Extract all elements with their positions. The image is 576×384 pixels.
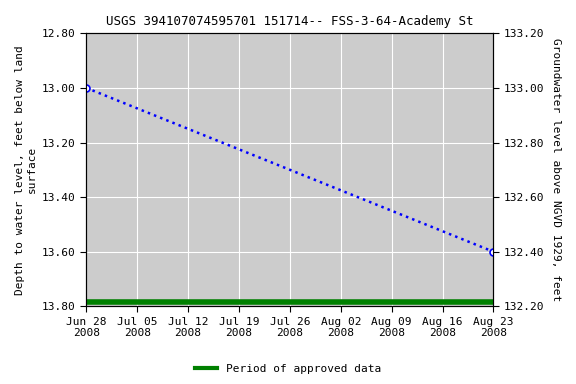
Title: USGS 394107074595701 151714-- FSS-3-64-Academy St: USGS 394107074595701 151714-- FSS-3-64-A…: [106, 15, 473, 28]
Y-axis label: Depth to water level, feet below land
surface: Depth to water level, feet below land su…: [15, 45, 37, 295]
Legend: Period of approved data: Period of approved data: [191, 359, 385, 379]
Y-axis label: Groundwater level above NGVD 1929, feet: Groundwater level above NGVD 1929, feet: [551, 38, 561, 301]
